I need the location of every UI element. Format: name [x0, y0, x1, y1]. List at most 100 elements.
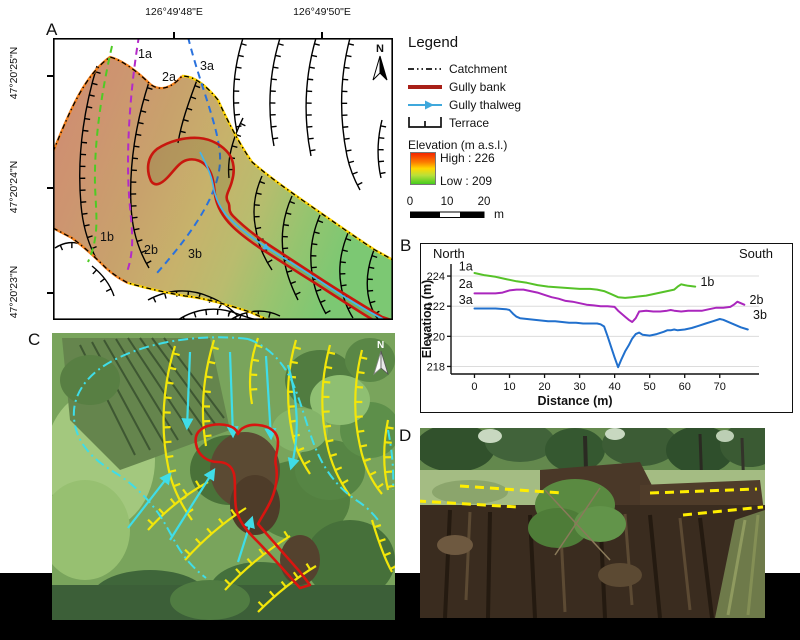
profile-line-3 — [473, 307, 749, 369]
terrace-ticks — [322, 351, 349, 485]
transect-label-2b: 2b — [144, 243, 158, 257]
terrace-ticks — [184, 508, 237, 556]
gully-thalweg-line — [199, 151, 384, 320]
profile-line-1 — [473, 272, 697, 299]
latitude-label-2: 47°20'24"N — [8, 160, 20, 214]
x-tick-label: 50 — [644, 381, 656, 393]
x-tick-label: 30 — [573, 381, 585, 393]
y-tick-label: 218 — [427, 361, 445, 373]
panel-b-label: B — [400, 236, 412, 255]
x-tick-label: 40 — [609, 381, 621, 393]
elevation-high-label: High : 226 — [440, 151, 495, 165]
lat-tick-2 — [47, 187, 53, 189]
terrace-ticks — [147, 480, 201, 526]
terrace-ticks — [355, 356, 384, 489]
transect-labels: 1a 2a 3a 1b 2b 3b — [100, 47, 214, 261]
longitude-label-2: 126°49'50"E — [293, 6, 351, 18]
terrace-ticks — [202, 346, 219, 438]
scalebar-tick-20: 20 — [477, 196, 491, 208]
elevation-profiles-panel: 218 220 222 224 0 10 20 30 40 50 60 70 Distance (m) E… — [420, 243, 793, 413]
legend-item-terrace: Terrace — [449, 116, 490, 130]
terrace-ticks — [282, 200, 301, 296]
scalebar — [410, 211, 485, 218]
y-tick-label: 224 — [427, 271, 445, 283]
terrace-ticks — [250, 344, 263, 391]
lon-tick-1 — [173, 32, 175, 38]
panel-a-label: A — [46, 20, 58, 39]
scalebar-unit: m — [494, 207, 504, 221]
elevation-legend-title: Elevation (m a.s.l.) — [408, 138, 508, 152]
catchment-symbol — [408, 68, 442, 70]
profile-end-label: 2b — [750, 293, 764, 307]
x-tick-label: 0 — [471, 381, 477, 393]
field-photo — [420, 428, 765, 618]
terraces-outside-catchment — [54, 38, 387, 320]
elevation-profiles-chart: 218 220 222 224 0 10 20 30 40 50 60 70 Distance (m) E… — [421, 246, 773, 408]
field-photo-texture — [420, 428, 765, 618]
profile-end-label: 1b — [700, 275, 714, 289]
terrace-ticks — [373, 524, 395, 571]
chart-xlabel: Distance (m) — [537, 394, 612, 408]
photo-gully-outline — [194, 423, 312, 590]
flow-direction-arrows — [127, 351, 300, 563]
y-tick-label: 222 — [427, 301, 445, 313]
latitude-label-3: 47°20'23"N — [8, 265, 20, 319]
profile-start-label: 1a — [459, 260, 473, 274]
scalebar-tick-0: 0 — [406, 196, 414, 208]
photo-catchment-boundary — [72, 336, 395, 579]
catchment-boundary — [53, 55, 393, 320]
north-arrow-n: N — [376, 43, 384, 55]
terrace-ticks — [341, 43, 363, 186]
photo-terrace-lines — [147, 337, 395, 613]
panel-d-label: D — [399, 426, 412, 445]
lat-tick-3 — [47, 292, 53, 294]
terrace-ticks — [384, 426, 395, 489]
legend-title: Legend — [408, 34, 459, 51]
gully-bank-symbol — [408, 85, 442, 89]
terrace-ticks — [257, 563, 312, 608]
map-legend: Legend Catchment Gully bank Gully thalwe… — [403, 30, 603, 240]
terrace-ticks — [306, 43, 320, 152]
transect-2-line — [126, 38, 140, 273]
terrace-symbol — [408, 117, 442, 128]
transect-label-1a: 1a — [138, 47, 152, 61]
terrace-edge-dashes — [420, 484, 764, 517]
latitude-label-1: 47°20'25"N — [8, 46, 20, 100]
terrace-ticks — [92, 269, 112, 292]
x-tick-label: 70 — [714, 381, 726, 393]
photo-north-n: N — [377, 340, 384, 351]
profile-start-label: 2a — [459, 277, 473, 291]
transect-label-3b: 3b — [188, 247, 202, 261]
panel-c-label: C — [28, 330, 41, 349]
terrace-ticks — [378, 125, 387, 175]
survey-transects — [87, 38, 222, 274]
legend-item-catchment: Catchment — [449, 62, 508, 76]
x-tick-label: 10 — [503, 381, 515, 393]
terrace-ticks — [59, 242, 73, 251]
transect-1-line — [87, 45, 113, 263]
legend-item-gully-thalweg: Gully thalweg — [449, 98, 522, 112]
transect-label-3a: 3a — [200, 59, 214, 73]
x-tick-label: 60 — [679, 381, 691, 393]
elevation-color-ramp — [410, 152, 436, 185]
north-arrow: N — [372, 43, 388, 81]
chart-south-note: South — [739, 246, 773, 261]
elevation-low-label: Low : 209 — [440, 174, 493, 188]
terrace-ticks — [130, 87, 153, 265]
lat-tick-1 — [47, 75, 53, 77]
lon-tick-2 — [321, 32, 323, 38]
terrace-ticks — [233, 43, 247, 128]
transect-label-1b: 1b — [100, 230, 114, 244]
profile-end-label: 3b — [753, 308, 767, 322]
catchment-map: 1a 2a 3a 1b 2b 3b N — [53, 38, 393, 320]
aerial-photo: N — [52, 333, 395, 620]
profile-line-2 — [473, 288, 746, 323]
photo-north-arrow: N — [373, 340, 389, 376]
chart-ylabel: Elevation (m) — [421, 280, 434, 359]
chart-axes: 218 220 222 224 0 10 20 30 40 50 60 70 — [427, 264, 759, 393]
profile-start-label: 3a — [459, 293, 473, 307]
terrace-ticks — [79, 71, 101, 250]
thalweg-arrowhead — [262, 243, 270, 250]
gully-thalweg-symbol — [408, 100, 442, 110]
